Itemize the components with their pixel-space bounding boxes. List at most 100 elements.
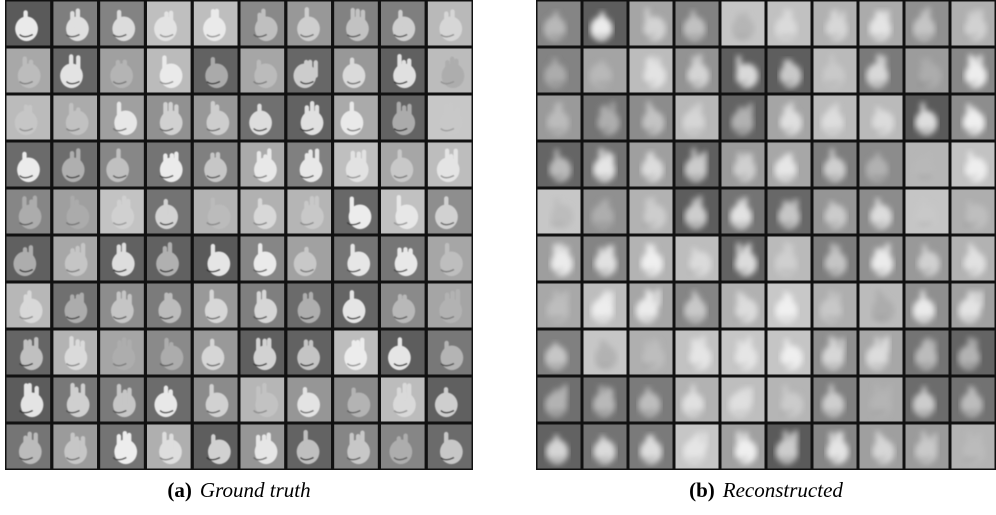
image-tile [768,49,811,93]
image-tile [722,331,765,375]
image-tile [381,2,425,46]
image-tile [147,284,191,328]
image-tile [906,96,949,140]
image-tile [7,2,51,46]
image-tile [538,2,581,46]
image-tile [584,331,627,375]
image-tile [241,425,285,469]
image-tile [53,378,97,422]
image-tile [630,378,673,422]
image-tile [194,190,238,234]
image-tile [381,425,425,469]
image-tile [584,190,627,234]
image-tile [630,2,673,46]
image-tile [287,2,331,46]
image-tile [53,190,97,234]
caption-label: (b) [689,478,715,502]
image-tile [287,143,331,187]
image-tile [952,425,995,469]
image-tile [53,425,97,469]
image-tile [7,331,51,375]
image-tile [241,331,285,375]
image-tile [676,331,719,375]
image-tile [147,96,191,140]
image-tile [334,2,378,46]
image-tile [334,49,378,93]
image-tile [906,143,949,187]
image-tile [7,378,51,422]
image-tile [584,143,627,187]
image-tile [676,96,719,140]
image-tile [381,190,425,234]
image-tile [381,284,425,328]
image-tile [100,2,144,46]
image-tile [952,143,995,187]
image-tile [630,331,673,375]
image-tile [768,237,811,281]
image-tile [194,425,238,469]
image-tile [287,331,331,375]
image-tile [7,49,51,93]
image-tile [768,190,811,234]
image-tile [100,143,144,187]
image-tile [538,237,581,281]
image-tile [428,284,472,328]
image-tile [768,96,811,140]
image-tile [584,49,627,93]
caption: (b)Reconstructed [689,478,843,503]
image-tile [241,143,285,187]
image-tile [381,143,425,187]
image-tile [584,96,627,140]
image-tile [722,237,765,281]
image-tile [676,378,719,422]
image-tile [814,2,857,46]
image-tile [428,190,472,234]
image-tile [334,190,378,234]
image-tile [676,284,719,328]
image-tile [814,237,857,281]
image-tile [768,2,811,46]
image-tile [860,96,903,140]
image-tile [147,378,191,422]
image-tile [334,378,378,422]
image-tile [860,284,903,328]
image-tile [100,190,144,234]
image-tile [100,96,144,140]
image-tile [381,49,425,93]
image-tile [906,190,949,234]
caption-label: (a) [167,478,192,502]
image-tile [860,190,903,234]
image-tile [860,237,903,281]
image-tile [814,425,857,469]
image-tile [334,143,378,187]
image-tile [241,190,285,234]
image-tile [538,425,581,469]
image-tile [7,143,51,187]
image-tile [241,49,285,93]
image-tile [147,331,191,375]
image-tile [428,49,472,93]
image-tile [241,2,285,46]
image-tile [906,49,949,93]
image-tile [768,425,811,469]
image-tile [722,96,765,140]
image-tile [428,378,472,422]
image-tile [7,284,51,328]
image-tile [428,2,472,46]
image-tile [860,331,903,375]
image-tile [194,237,238,281]
image-tile [100,331,144,375]
image-tile [768,284,811,328]
image-tile [722,49,765,93]
image-tile [428,96,472,140]
image-tile [287,96,331,140]
image-tile [428,425,472,469]
image-tile [194,284,238,328]
image-tile [860,49,903,93]
image-tile [538,96,581,140]
image-tile [906,378,949,422]
caption-text: Ground truth [200,478,311,502]
image-tile [768,378,811,422]
image-tile [676,425,719,469]
image-tile [952,190,995,234]
